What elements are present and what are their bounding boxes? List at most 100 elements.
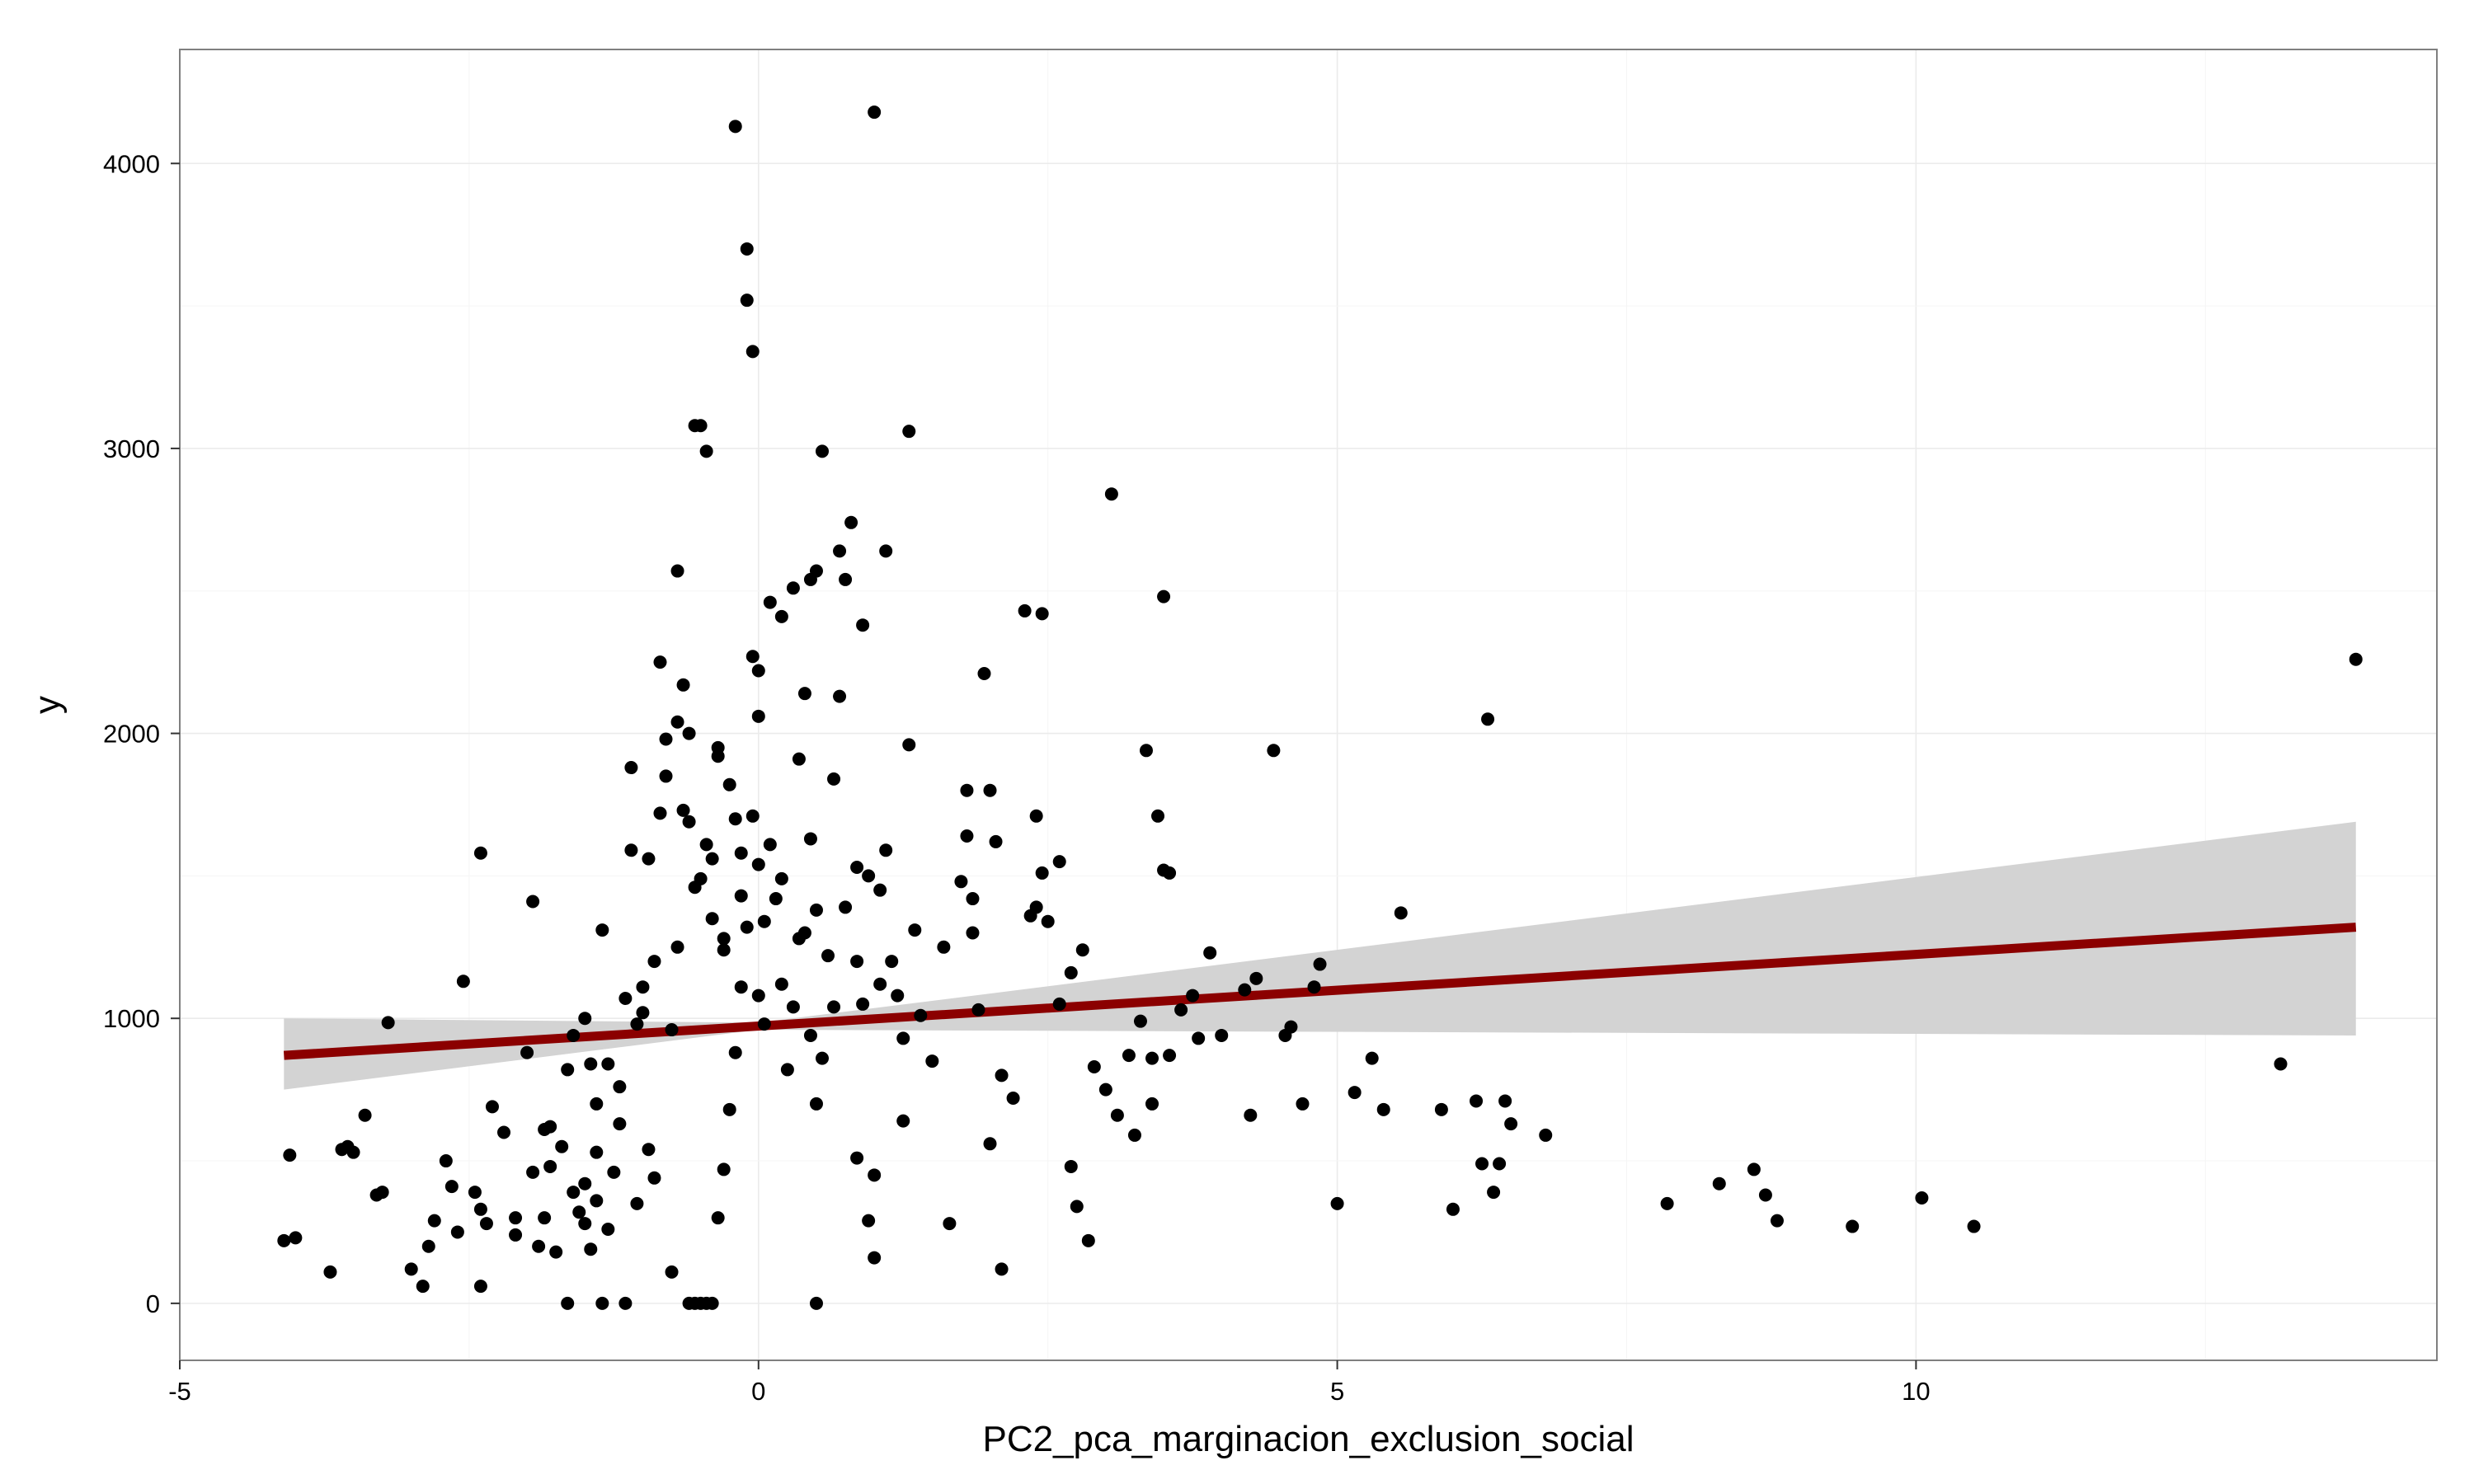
x-tick-label: 0 bbox=[751, 1377, 765, 1406]
data-point bbox=[711, 740, 725, 754]
data-point bbox=[740, 920, 754, 934]
data-point bbox=[850, 861, 864, 875]
data-point bbox=[676, 803, 690, 817]
data-point bbox=[578, 1012, 592, 1026]
data-point bbox=[774, 977, 788, 991]
data-point bbox=[792, 752, 806, 766]
data-point bbox=[757, 1017, 771, 1031]
data-point bbox=[977, 666, 991, 680]
data-point bbox=[914, 1008, 928, 1022]
data-point bbox=[809, 564, 823, 578]
data-point bbox=[595, 923, 609, 937]
data-point bbox=[1967, 1219, 1981, 1233]
data-point bbox=[943, 1217, 957, 1231]
data-point bbox=[1481, 712, 1495, 726]
data-point bbox=[1348, 1086, 1362, 1100]
data-point bbox=[717, 1162, 731, 1176]
data-point bbox=[1539, 1128, 1553, 1142]
data-point bbox=[1139, 744, 1153, 758]
data-point bbox=[532, 1239, 546, 1253]
data-point bbox=[584, 1057, 598, 1071]
data-point bbox=[971, 1003, 985, 1017]
data-point bbox=[682, 726, 696, 740]
data-point bbox=[879, 843, 893, 857]
scatter-points-layer bbox=[277, 106, 2363, 1310]
data-point bbox=[1504, 1117, 1518, 1131]
data-point bbox=[1035, 866, 1049, 880]
data-point bbox=[1122, 1049, 1136, 1063]
data-point bbox=[989, 834, 1003, 848]
data-point bbox=[289, 1231, 303, 1245]
data-point bbox=[1203, 946, 1217, 960]
data-point bbox=[833, 544, 847, 558]
data-point bbox=[1712, 1176, 1726, 1190]
data-point bbox=[1394, 906, 1408, 920]
data-point bbox=[1052, 997, 1066, 1011]
data-point bbox=[653, 806, 667, 820]
data-point bbox=[717, 943, 731, 957]
data-point bbox=[1487, 1186, 1501, 1200]
data-point bbox=[485, 1100, 499, 1114]
data-point bbox=[1267, 744, 1281, 758]
data-point bbox=[636, 1006, 650, 1020]
data-point bbox=[624, 761, 638, 775]
data-point bbox=[1035, 607, 1049, 621]
data-point bbox=[543, 1120, 557, 1134]
data-point bbox=[670, 715, 684, 729]
data-point bbox=[444, 1180, 459, 1194]
data-point bbox=[705, 912, 719, 926]
data-point bbox=[1018, 603, 1032, 618]
data-point bbox=[1192, 1031, 1206, 1045]
data-point bbox=[966, 926, 980, 940]
grid-layer bbox=[179, 49, 2437, 1360]
data-point bbox=[1249, 971, 1263, 985]
data-point bbox=[1104, 487, 1118, 501]
data-point bbox=[1493, 1157, 1507, 1171]
data-point bbox=[728, 812, 742, 826]
data-point bbox=[705, 852, 719, 866]
data-point bbox=[1110, 1108, 1124, 1122]
data-point bbox=[879, 544, 893, 558]
y-axis-title: y bbox=[27, 696, 68, 714]
fit-line-layer bbox=[283, 923, 2357, 1060]
data-point bbox=[827, 772, 841, 786]
data-point bbox=[1446, 1202, 1460, 1216]
data-point bbox=[561, 1063, 575, 1077]
data-point bbox=[526, 895, 540, 909]
data-point bbox=[1075, 943, 1089, 957]
data-point bbox=[711, 1211, 725, 1225]
data-point bbox=[995, 1262, 1009, 1276]
data-point bbox=[578, 1176, 592, 1190]
data-point bbox=[567, 1028, 581, 1042]
data-point bbox=[850, 1151, 864, 1165]
data-point bbox=[676, 678, 690, 692]
data-point bbox=[659, 769, 673, 783]
data-point bbox=[1215, 1028, 1229, 1042]
data-point bbox=[751, 857, 765, 871]
data-point bbox=[815, 1051, 829, 1065]
data-point bbox=[745, 650, 760, 664]
data-point bbox=[647, 1171, 661, 1185]
data-point bbox=[670, 564, 684, 578]
data-point bbox=[358, 1108, 372, 1122]
data-point bbox=[960, 829, 974, 843]
data-point bbox=[954, 875, 968, 889]
data-point bbox=[856, 618, 870, 632]
data-point bbox=[740, 294, 754, 308]
data-point bbox=[618, 1296, 633, 1310]
data-point bbox=[908, 923, 922, 937]
data-point bbox=[642, 852, 656, 866]
data-point bbox=[769, 892, 783, 906]
data-point bbox=[1434, 1102, 1448, 1116]
data-point bbox=[786, 581, 800, 595]
data-point bbox=[1174, 1003, 1188, 1017]
data-point bbox=[607, 1165, 621, 1179]
data-point bbox=[595, 1296, 609, 1310]
data-point bbox=[896, 1114, 910, 1128]
y-tick-label: 0 bbox=[146, 1289, 160, 1318]
data-point bbox=[1145, 1051, 1159, 1065]
data-point bbox=[1238, 983, 1252, 997]
data-point bbox=[815, 444, 829, 458]
data-point bbox=[1376, 1102, 1390, 1116]
